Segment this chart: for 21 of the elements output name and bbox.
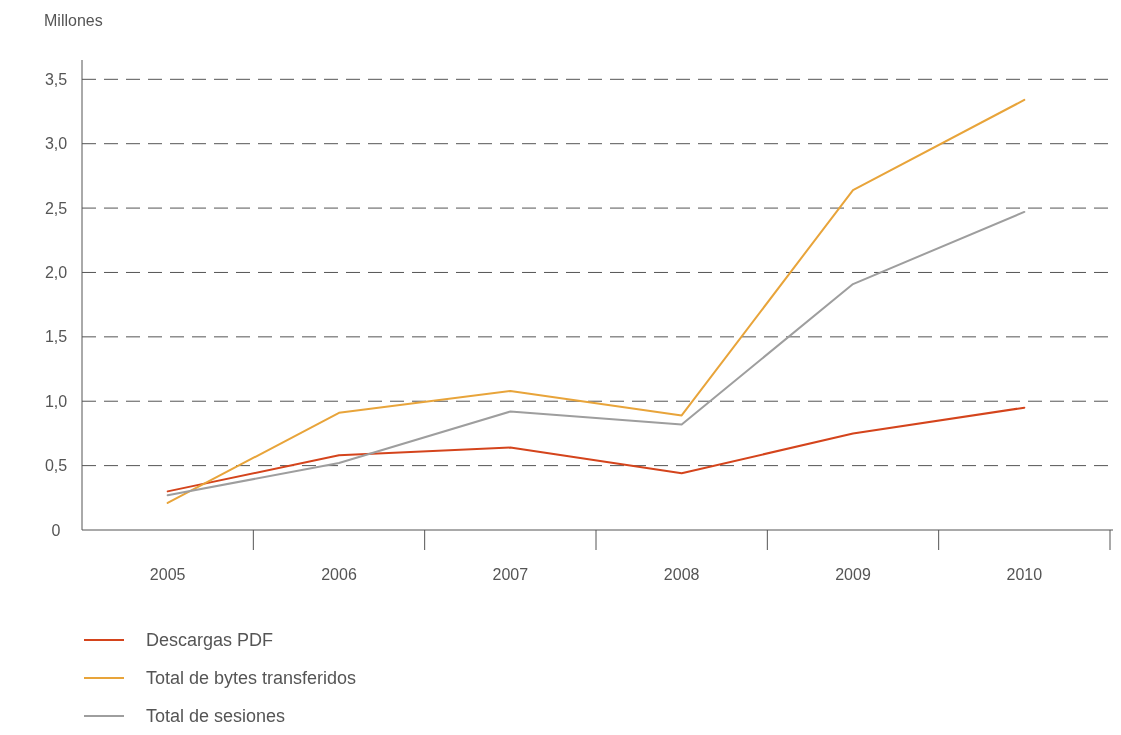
y-axis-title: Millones — [44, 12, 103, 29]
line-series — [166, 406, 1026, 493]
y-tick-label: 3,5 — [44, 70, 68, 88]
line-series — [166, 98, 1026, 504]
legend-label: Total de sesiones — [146, 706, 286, 727]
x-tick-label: 2006 — [321, 566, 357, 583]
legend-label: Descargas PDF — [146, 630, 274, 651]
y-tick-label: 1,5 — [44, 328, 68, 346]
line-series — [166, 210, 1026, 497]
legend-label: Total de bytes transferidos — [146, 668, 357, 689]
x-tick-label: 2005 — [149, 566, 186, 583]
y-tick-label: 0 — [51, 521, 61, 539]
y-tick-label: 2,0 — [44, 264, 68, 282]
x-tick-label: 2008 — [663, 566, 700, 583]
x-tick-label: 2009 — [835, 566, 871, 583]
x-tick-label: 2007 — [492, 566, 529, 583]
y-tick-label: 3,0 — [44, 135, 68, 153]
y-tick-label: 0,5 — [44, 457, 68, 475]
y-tick-label: 1,0 — [44, 392, 68, 410]
y-tick-label: 2,5 — [44, 199, 68, 217]
x-tick-label: 2010 — [1006, 566, 1043, 583]
